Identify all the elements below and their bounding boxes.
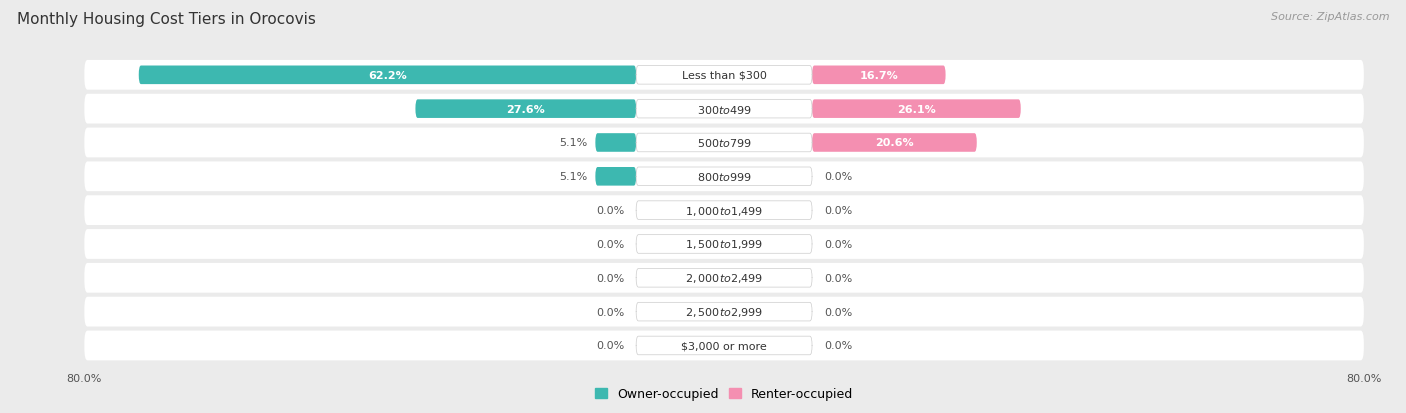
FancyBboxPatch shape [595,134,636,152]
Text: Source: ZipAtlas.com: Source: ZipAtlas.com [1271,12,1389,22]
Text: 0.0%: 0.0% [824,240,852,249]
FancyBboxPatch shape [139,66,636,85]
FancyBboxPatch shape [636,202,813,220]
Text: 0.0%: 0.0% [824,341,852,351]
Text: 0.0%: 0.0% [824,172,852,182]
Text: 16.7%: 16.7% [859,71,898,81]
Text: 0.0%: 0.0% [824,206,852,216]
Legend: Owner-occupied, Renter-occupied: Owner-occupied, Renter-occupied [589,382,859,405]
Text: 0.0%: 0.0% [824,307,852,317]
FancyBboxPatch shape [813,66,946,85]
FancyBboxPatch shape [636,336,813,355]
Text: 0.0%: 0.0% [596,273,624,283]
FancyBboxPatch shape [84,95,1364,124]
FancyBboxPatch shape [415,100,636,119]
Text: 62.2%: 62.2% [368,71,406,81]
Text: $1,500 to $1,999: $1,500 to $1,999 [685,238,763,251]
Text: $300 to $499: $300 to $499 [696,103,752,115]
Text: 0.0%: 0.0% [596,240,624,249]
Text: Monthly Housing Cost Tiers in Orocovis: Monthly Housing Cost Tiers in Orocovis [17,12,316,27]
Text: $2,000 to $2,499: $2,000 to $2,499 [685,272,763,285]
FancyBboxPatch shape [84,162,1364,192]
Text: 0.0%: 0.0% [596,307,624,317]
Text: 5.1%: 5.1% [560,172,588,182]
Text: $3,000 or more: $3,000 or more [682,341,766,351]
Text: 20.6%: 20.6% [875,138,914,148]
FancyBboxPatch shape [813,134,977,152]
Text: $1,000 to $1,499: $1,000 to $1,499 [685,204,763,217]
Text: $800 to $999: $800 to $999 [696,171,752,183]
FancyBboxPatch shape [84,331,1364,361]
FancyBboxPatch shape [636,269,813,287]
FancyBboxPatch shape [636,235,813,254]
FancyBboxPatch shape [84,196,1364,225]
FancyBboxPatch shape [84,263,1364,293]
Text: 0.0%: 0.0% [824,273,852,283]
Text: Less than $300: Less than $300 [682,71,766,81]
FancyBboxPatch shape [84,297,1364,327]
FancyBboxPatch shape [636,168,813,186]
FancyBboxPatch shape [84,61,1364,90]
Text: 5.1%: 5.1% [560,138,588,148]
Text: 0.0%: 0.0% [596,206,624,216]
Text: $2,500 to $2,999: $2,500 to $2,999 [685,305,763,318]
Text: 26.1%: 26.1% [897,104,936,114]
FancyBboxPatch shape [813,100,1021,119]
FancyBboxPatch shape [595,168,636,186]
FancyBboxPatch shape [84,128,1364,158]
FancyBboxPatch shape [636,134,813,152]
FancyBboxPatch shape [636,66,813,85]
FancyBboxPatch shape [636,303,813,321]
FancyBboxPatch shape [636,100,813,119]
Text: $500 to $799: $500 to $799 [696,137,752,149]
Text: 0.0%: 0.0% [596,341,624,351]
Text: 27.6%: 27.6% [506,104,546,114]
FancyBboxPatch shape [84,230,1364,259]
